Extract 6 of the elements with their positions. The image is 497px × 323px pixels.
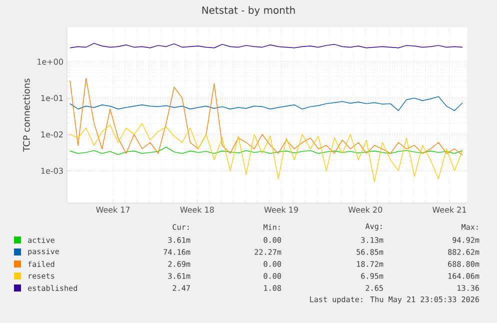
line-series: [70, 123, 463, 182]
line-series: [70, 78, 463, 156]
y-axis-title: TCP connections: [22, 78, 30, 152]
chart-title: Netstat - by month: [202, 6, 295, 16]
line-series: [70, 96, 463, 112]
line-series: [70, 146, 463, 155]
